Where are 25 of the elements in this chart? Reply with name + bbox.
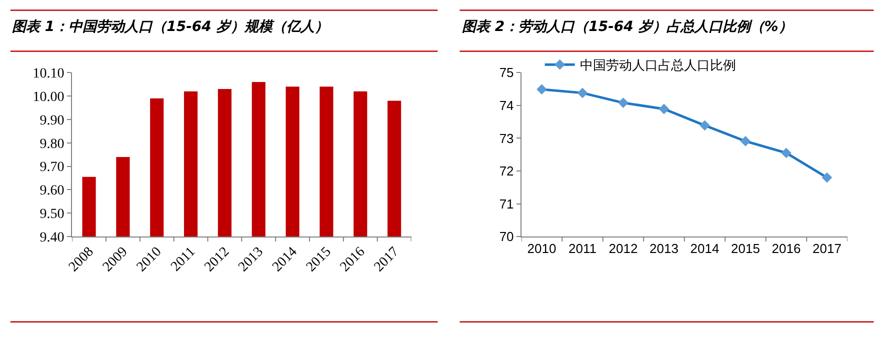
y-tick-label: 10.10 xyxy=(32,66,64,82)
x-tick-label: 2017 xyxy=(812,241,842,256)
x-tick-label: 2010 xyxy=(527,241,556,256)
legend-label: 中国劳动人口占总人口比例 xyxy=(580,58,736,74)
y-tick-label: 9.80 xyxy=(40,136,64,152)
y-tick-label: 73 xyxy=(499,130,514,146)
x-tick-label: 2011 xyxy=(568,241,596,256)
x-tick-label: 2015 xyxy=(731,241,760,256)
y-tick-label: 9.70 xyxy=(40,160,64,176)
chart-title: 图表 2：劳动人口（15-64 岁）占总人口比例（%） xyxy=(462,19,792,35)
x-tick-label: 2014 xyxy=(690,241,720,256)
y-tick-label: 9.50 xyxy=(40,207,64,222)
y-tick-label: 9.60 xyxy=(40,184,64,199)
y-tick-label: 70 xyxy=(499,229,514,244)
y-tick-label: 75 xyxy=(499,65,514,80)
y-tick-label: 10.00 xyxy=(32,90,64,105)
x-tick-label: 2012 xyxy=(608,241,638,256)
y-tick-label: 71 xyxy=(499,196,514,212)
chart-title: 图表 1：中国劳动人口（15-64 岁）规模（亿人） xyxy=(12,19,328,35)
y-tick-label: 72 xyxy=(499,164,514,179)
y-tick-label: 9.90 xyxy=(40,113,64,128)
x-tick-label: 2016 xyxy=(772,241,801,256)
y-tick-label: 74 xyxy=(499,98,514,113)
x-tick-label: 2013 xyxy=(650,241,678,256)
y-tick-label: 9.40 xyxy=(40,230,64,246)
